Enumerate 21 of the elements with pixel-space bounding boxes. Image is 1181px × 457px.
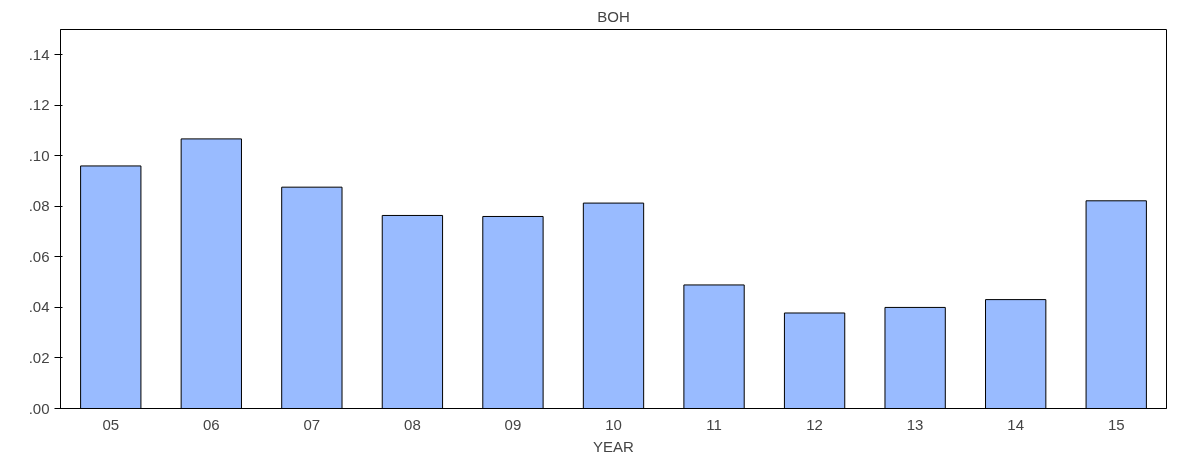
- x-tick-label: 05: [102, 415, 120, 433]
- x-tick-label: 12: [806, 415, 823, 433]
- x-tick-label: 15: [1107, 415, 1125, 433]
- y-tick-label: .00: [28, 399, 50, 417]
- y-tick-label: .10: [28, 146, 50, 164]
- x-tick-label: 14: [1007, 415, 1025, 433]
- chart-title: BOH: [597, 7, 630, 25]
- x-tick-label: 11: [706, 415, 722, 433]
- x-tick-label: 06: [202, 415, 220, 433]
- x-tick-label: 08: [404, 415, 421, 433]
- x-tick-label: 13: [906, 415, 924, 433]
- y-tick-label: .02: [28, 348, 50, 366]
- y-tick-label: .04: [28, 298, 50, 316]
- y-tick-label: .06: [28, 247, 50, 265]
- x-tick-label: 10: [605, 415, 622, 433]
- y-tick-label: .08: [28, 197, 50, 215]
- x-axis-title: YEAR: [593, 437, 635, 455]
- x-tick-label: 09: [504, 415, 522, 433]
- x-tick-label: 07: [303, 415, 321, 433]
- y-tick-label: .14: [28, 45, 50, 63]
- y-tick-label: .12: [28, 96, 50, 114]
